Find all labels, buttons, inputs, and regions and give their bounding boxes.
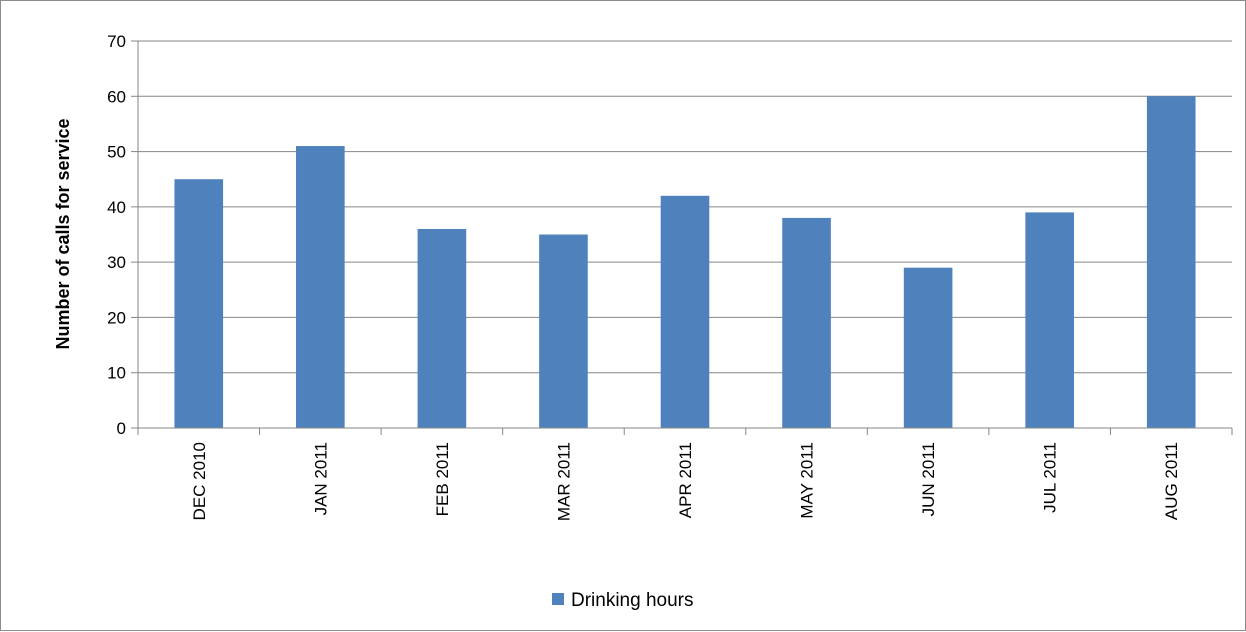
x-tick-label: AUG 2011	[1162, 442, 1181, 520]
bar-dec-2010	[174, 179, 224, 428]
bar-feb-2011	[417, 228, 467, 428]
y-axis-ticks: 0 10 20 30 40 50 60 70	[107, 32, 138, 438]
y-tick-label: 0	[117, 419, 126, 438]
y-tick-label: 40	[107, 198, 126, 217]
bar-aug-2011	[1146, 96, 1196, 429]
legend-swatch	[552, 593, 564, 605]
y-tick-label: 70	[107, 32, 126, 51]
bar-apr-2011	[660, 195, 710, 428]
y-tick-label: 20	[107, 308, 126, 327]
y-tick-label: 30	[107, 253, 126, 272]
x-axis-ticks: DEC 2010 JAN 2011 FEB 2011 MAR 2011 APR 2011…	[137, 428, 1233, 521]
x-tick-label: JAN 2011	[311, 442, 330, 515]
legend-label: Drinking hours	[571, 590, 694, 611]
y-tick-label: 10	[107, 364, 126, 383]
x-tick-label: FEB 2011	[433, 442, 452, 516]
x-tick-label: MAY 2011	[798, 442, 817, 519]
y-tick-label: 50	[107, 143, 126, 162]
x-tick-label: MAR 2011	[554, 442, 573, 521]
x-tick-label: APR 2011	[676, 442, 695, 518]
x-tick-label: JUL 2011	[1041, 442, 1060, 513]
bar-jul-2011	[1025, 212, 1074, 428]
bar-jan-2011	[296, 146, 345, 429]
y-axis-label: Number of calls for service	[53, 118, 73, 349]
axes	[137, 41, 1232, 429]
y-tick-label: 60	[107, 87, 126, 106]
bar-mar-2011	[539, 234, 588, 428]
x-tick-label: JUN 2011	[919, 442, 938, 516]
legend: Drinking hours	[552, 590, 694, 611]
bars	[174, 96, 1196, 429]
bar-may-2011	[782, 217, 831, 428]
x-tick-label: DEC 2010	[190, 442, 209, 520]
bar-jun-2011	[903, 267, 953, 428]
